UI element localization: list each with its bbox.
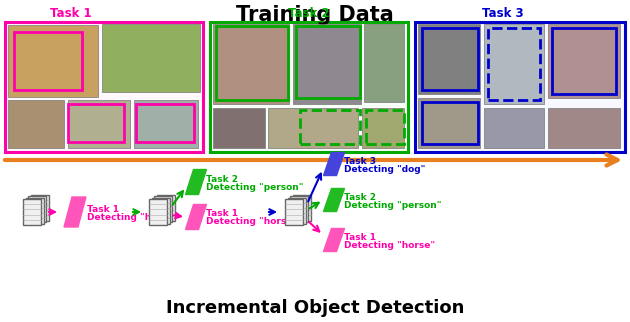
Text: Detecting "person": Detecting "person" (344, 201, 442, 210)
Text: Training Data: Training Data (236, 5, 394, 25)
Bar (293, 24, 361, 104)
Bar (296, 26, 360, 98)
Bar (290, 196, 308, 222)
Polygon shape (323, 229, 345, 251)
Bar (136, 104, 194, 142)
Bar (102, 24, 200, 92)
Bar (366, 110, 404, 144)
Text: Detecting "person": Detecting "person" (206, 183, 304, 192)
Bar (30, 194, 49, 221)
Text: Task 1: Task 1 (344, 232, 376, 242)
Bar (415, 22, 625, 152)
Bar (23, 199, 41, 225)
Bar (300, 110, 360, 144)
Polygon shape (185, 169, 207, 194)
Text: Detecting "horse": Detecting "horse" (344, 241, 435, 250)
Bar (484, 108, 544, 148)
Bar (14, 32, 82, 90)
Text: Task 1: Task 1 (50, 7, 91, 20)
Text: Task 1: Task 1 (87, 204, 119, 213)
Text: Task 3: Task 3 (344, 156, 376, 166)
Bar (488, 28, 540, 100)
Bar (68, 104, 124, 142)
Bar (151, 197, 169, 223)
Bar (422, 102, 478, 144)
Polygon shape (64, 197, 86, 227)
Bar (210, 22, 408, 152)
Bar (154, 196, 172, 222)
Polygon shape (323, 153, 345, 175)
Bar (287, 197, 306, 223)
Polygon shape (185, 204, 207, 230)
Bar (422, 28, 478, 90)
Bar (134, 100, 198, 148)
Text: Task 2: Task 2 (288, 7, 330, 20)
Bar (552, 28, 616, 94)
Bar (364, 24, 404, 102)
Bar (68, 100, 130, 148)
Bar (418, 98, 480, 148)
Bar (213, 24, 289, 104)
Bar (285, 199, 303, 225)
Bar (548, 108, 620, 148)
Bar (292, 194, 311, 221)
Bar (548, 24, 620, 98)
Bar (5, 22, 203, 152)
Bar (28, 196, 46, 222)
Bar (362, 108, 404, 148)
Text: Detecting "horse": Detecting "horse" (206, 217, 297, 226)
Bar (149, 199, 167, 225)
Text: Task 1: Task 1 (206, 210, 238, 219)
Bar (213, 108, 265, 148)
Bar (268, 108, 358, 148)
Bar (484, 24, 544, 104)
Text: Task 2: Task 2 (206, 175, 238, 184)
Bar (8, 25, 98, 97)
Text: Incremental Object Detection: Incremental Object Detection (166, 299, 464, 317)
Text: Detecting "dog": Detecting "dog" (344, 165, 425, 174)
Bar (8, 100, 64, 148)
Bar (216, 26, 288, 100)
Text: Detecting "horse": Detecting "horse" (87, 213, 178, 222)
Bar (25, 197, 43, 223)
Polygon shape (323, 188, 345, 212)
Text: Task 3: Task 3 (483, 7, 524, 20)
Bar (156, 194, 175, 221)
Bar (418, 24, 480, 94)
Text: Task 2: Task 2 (344, 193, 376, 202)
